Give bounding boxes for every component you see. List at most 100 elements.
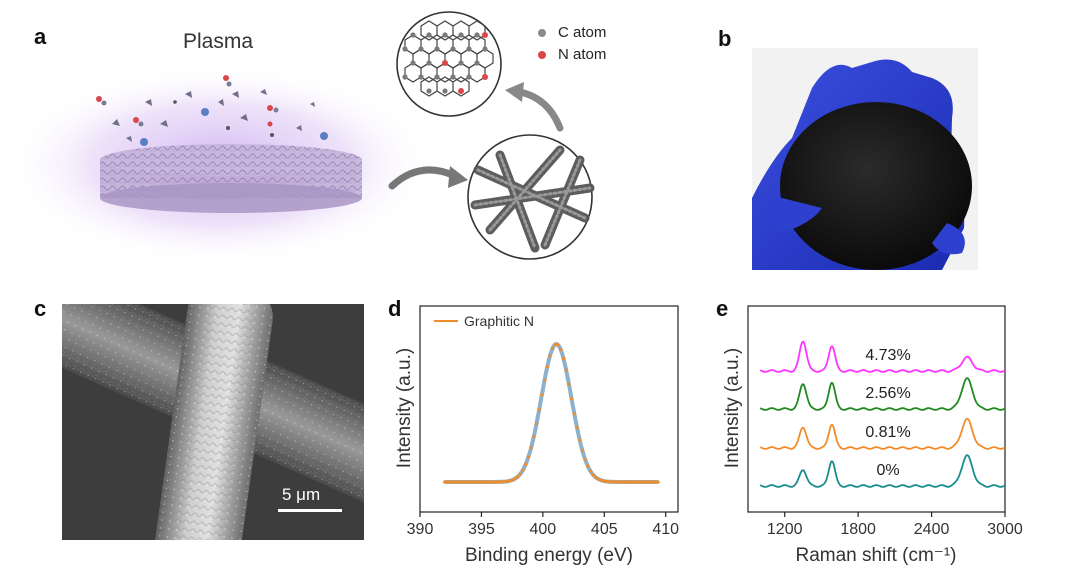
y-axis-label: Intensity (a.u.) (722, 348, 743, 468)
data-point (594, 475, 598, 480)
data-point (448, 480, 452, 484)
data-point (651, 480, 655, 484)
data-point (621, 480, 625, 484)
data-point (445, 480, 449, 484)
data-point (583, 457, 587, 461)
data-point (634, 480, 639, 484)
fiber-zoom-circle (467, 134, 595, 260)
panel-label-b: b (718, 26, 732, 51)
data-point (643, 480, 647, 484)
raman-chart: 1200 1800 2400 3000 4.73% 2.56% 0.81% 0% Inten… (722, 305, 1023, 566)
data-point (529, 446, 533, 450)
data-point (502, 480, 506, 484)
data-point (478, 480, 482, 484)
data-point (488, 480, 493, 484)
x-tick-label: 3000 (987, 521, 1023, 538)
panel-label-a: a (34, 24, 47, 49)
data-point (494, 480, 498, 484)
data-point (561, 356, 566, 361)
data-point (599, 478, 603, 482)
zoom-arrow-2 (516, 88, 564, 132)
data-point (588, 469, 593, 473)
data-point (616, 480, 620, 484)
panel-label-d: d (388, 296, 402, 321)
sem-scale-bar (278, 509, 342, 512)
data-point (575, 426, 579, 430)
y-axis-label: Intensity (a.u.) (394, 348, 415, 468)
data-point (553, 342, 557, 346)
x-axis-ticks: 390 395 400 405 410 (407, 512, 679, 538)
data-point (567, 382, 571, 386)
c-atom-marker-icon (538, 29, 546, 38)
data-point (464, 480, 468, 484)
data-point (653, 480, 657, 484)
data-point (629, 480, 633, 484)
x-tick-label: 1800 (840, 521, 876, 538)
data-point (626, 480, 630, 484)
data-point (556, 343, 560, 347)
legend-c-atom: C atom (538, 22, 606, 44)
data-point (453, 480, 457, 484)
x-axis-ticks: 1200 1800 2400 3000 (767, 512, 1023, 538)
data-point (613, 480, 617, 484)
fit-curve (444, 341, 659, 484)
data-point (548, 354, 552, 358)
graphene-zoom-circle (396, 11, 502, 117)
raman-series-line (759, 417, 1006, 450)
x-tick-label: 410 (652, 521, 679, 538)
raman-series-line (759, 340, 1006, 373)
felt-photo (752, 48, 978, 270)
data-point (480, 480, 484, 484)
data-point (459, 480, 463, 484)
sem-scale-label: 5 μm (282, 485, 321, 504)
data-point (456, 480, 460, 484)
plasma-particles (96, 75, 328, 146)
data-point (526, 455, 530, 459)
legend-n-atom: N atom (538, 44, 606, 66)
data-point (605, 479, 609, 484)
data-point (472, 480, 476, 484)
x-axis-label: Raman shift (cm⁻¹) (796, 545, 957, 566)
series-label: 2.56% (865, 385, 910, 402)
data-point (648, 480, 652, 484)
plot-frame (419, 305, 679, 513)
data-point (451, 480, 455, 484)
data-point (461, 480, 466, 484)
raman-series-line (759, 377, 1006, 411)
data-point (537, 408, 541, 412)
x-tick-label: 405 (591, 521, 618, 538)
data-point (610, 480, 614, 484)
plasma-title: Plasma (183, 30, 254, 53)
data-point (645, 480, 649, 484)
data-point (624, 480, 628, 484)
carbon-felt-disk (100, 144, 362, 213)
x-tick-label: 400 (530, 521, 557, 538)
data-point (637, 480, 641, 484)
data-point (540, 393, 544, 397)
data-point (559, 348, 563, 352)
atom-legend: C atom N atom (538, 22, 606, 66)
zoom-arrow-1 (388, 166, 459, 190)
data-point (486, 480, 490, 484)
xps-chart: 390 395 400 405 410 Graphitic N Intensity (a… (394, 305, 679, 566)
data-point (467, 480, 471, 484)
data-point (570, 397, 574, 401)
data-point (597, 477, 601, 481)
data-point (532, 435, 536, 439)
sem-image (62, 304, 364, 540)
legend-label-graphitic-n: Graphitic N (464, 313, 534, 329)
data-point (586, 464, 590, 468)
data-point (551, 346, 555, 350)
data-point (640, 480, 644, 484)
panel-label-c: c (34, 296, 47, 321)
data-point (602, 479, 606, 483)
data-point (564, 368, 568, 372)
panel-label-e: e (716, 296, 729, 321)
data-point (572, 412, 576, 416)
data-point (545, 365, 549, 369)
data-point (607, 480, 611, 484)
data-point (505, 479, 509, 483)
data-point (515, 475, 520, 479)
data-point (475, 480, 479, 484)
data-point (521, 468, 525, 472)
